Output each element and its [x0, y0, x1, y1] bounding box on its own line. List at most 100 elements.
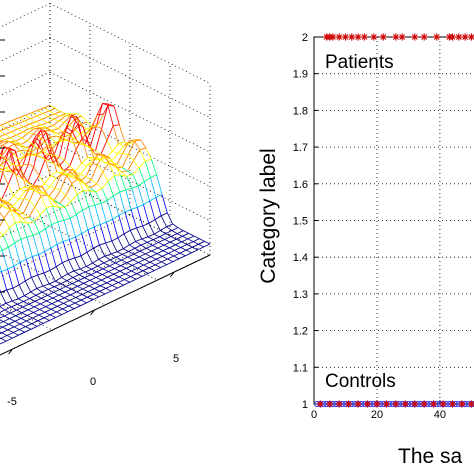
surface-mesh-segment	[78, 280, 84, 284]
surface-mesh-segment	[33, 312, 39, 316]
surface-mesh-segment	[29, 123, 36, 127]
surface-mesh-segment	[132, 259, 139, 263]
surface-mesh-segment	[39, 214, 46, 229]
surface-mesh-segment	[37, 189, 44, 194]
surface-mesh-segment	[10, 312, 16, 317]
surface-mesh-segment	[109, 259, 116, 264]
surface-mesh-segment	[68, 174, 74, 177]
surface-mesh-segment	[127, 170, 134, 175]
surface-mesh-segment	[141, 238, 148, 243]
surface-mesh-segment	[166, 212, 174, 225]
surface-mesh-segment	[41, 186, 48, 195]
surface-mesh-segment	[157, 247, 164, 252]
surface-mesh-segment	[130, 209, 137, 229]
surface-mesh-segment	[32, 143, 39, 149]
y-tick-label: 1.4	[293, 252, 308, 264]
surface-mesh-segment	[155, 258, 162, 263]
surface-mesh-segment	[145, 147, 152, 160]
surface-mesh-segment	[36, 115, 43, 120]
surface-mesh-segment	[80, 123, 87, 130]
surface-mesh-segment	[94, 288, 100, 292]
surface-mesh-segment	[57, 221, 64, 242]
surface-mesh-segment	[113, 273, 120, 278]
surface-mesh-segment	[61, 262, 69, 275]
surface-mesh-segment	[1, 332, 8, 336]
surface-mesh-segment	[53, 199, 60, 204]
surface-mesh-segment	[115, 167, 122, 172]
surface-floor-gridline	[0, 214, 131, 278]
surface-mesh-segment	[94, 153, 101, 161]
surface-mesh-segment	[106, 200, 113, 220]
surface-mesh-segment	[150, 177, 157, 198]
surface-mesh-segment	[34, 137, 41, 141]
surface-plot: 5 0 -5	[0, 3, 211, 408]
surface-mesh-segment	[96, 103, 103, 115]
surface-mesh-segment	[105, 288, 112, 292]
surface-mesh-segment	[71, 283, 78, 287]
surface-mesh-segment	[9, 318, 16, 322]
surface-mesh-segment	[144, 259, 151, 263]
surface-mesh-segment	[134, 247, 141, 252]
surface-mesh-segment	[129, 244, 135, 249]
surface-mesh-segment	[56, 171, 63, 175]
surface-mesh-segment	[153, 233, 160, 238]
surface-mesh-segment	[38, 136, 45, 143]
surface-mesh-segment	[21, 171, 28, 181]
surface-mesh-segment	[148, 223, 155, 235]
surface-mesh-segment	[10, 167, 17, 170]
surface-mesh-segment	[11, 300, 18, 305]
surface-mesh-segment	[8, 323, 15, 328]
surface-mesh-segment	[0, 288, 1, 293]
surface-mesh-segment	[26, 236, 33, 257]
surface-mesh-segment	[38, 232, 46, 252]
surface-mesh-segment	[31, 277, 38, 289]
surface-x-tick-mark	[90, 309, 95, 316]
surface-mesh-segment	[103, 154, 110, 164]
surface-mesh-segment	[122, 152, 129, 156]
surface-mesh-segment	[6, 335, 13, 339]
surface-x-tick-minus5: -5	[7, 396, 17, 408]
surface-axes	[0, 39, 211, 356]
surface-mesh-segment	[0, 313, 5, 317]
data-point-star	[326, 400, 334, 408]
data-point-star	[461, 33, 469, 41]
surface-mesh-segment	[15, 315, 22, 319]
surface-mesh-segment	[81, 294, 88, 298]
surface-floor-gridline	[0, 234, 171, 317]
surface-mesh-segment	[43, 151, 49, 155]
surface-mesh-segment	[69, 124, 76, 131]
surface-mesh-segment	[111, 161, 118, 165]
surface-mesh-segment	[7, 202, 13, 208]
scatter-points	[314, 33, 474, 408]
surface-mesh-segment	[63, 131, 70, 136]
surface-mesh-segment	[150, 158, 158, 175]
surface-mesh-line	[0, 121, 88, 166]
surface-mesh-segment	[63, 303, 69, 307]
surface-mesh-segment	[96, 271, 103, 275]
surface-mesh-segment	[55, 139, 62, 143]
surface-mesh-segment	[13, 143, 20, 151]
surface-mesh-segment	[13, 332, 19, 336]
surface-mesh-segment	[118, 215, 125, 235]
surface-mesh-segment	[42, 285, 49, 290]
surface-mesh-segment	[105, 242, 112, 255]
surface-mesh-segment	[136, 207, 144, 227]
surface-mesh-segment	[51, 152, 58, 172]
surface-mesh-segment	[87, 229, 94, 249]
surface-mesh-segment	[111, 240, 118, 252]
surface-mesh-segment	[151, 250, 158, 255]
surface-mesh-segment	[18, 298, 24, 302]
surface-mesh-segment	[40, 303, 46, 307]
surface-mesh-segment	[62, 308, 69, 313]
surface-mesh-segment	[89, 280, 96, 284]
surface-mesh-segment	[87, 291, 94, 295]
surface-mesh-segment	[6, 159, 13, 165]
surface-mesh-line	[0, 107, 56, 132]
surface-mesh-segment	[155, 197, 162, 216]
surface-mesh-segment	[169, 241, 176, 246]
surface-mesh-segment	[60, 111, 67, 114]
surface-mesh-segment	[37, 274, 44, 287]
surface-mesh-segment	[40, 129, 47, 133]
surface-mesh-segment	[95, 277, 102, 281]
surface-mesh-segment	[117, 152, 124, 155]
